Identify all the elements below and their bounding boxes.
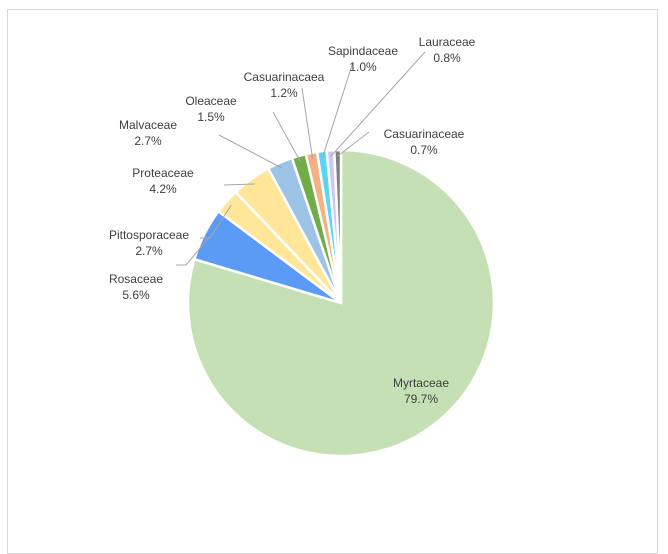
leader-line-casuarinacaea — [301, 87, 314, 159]
leader-line-lauraceae — [330, 51, 426, 157]
leader-line-malvaceae — [218, 134, 283, 169]
data-label-value-casuarinaceae: 0.7% — [410, 143, 438, 157]
leader-line-pittosporaceae — [200, 205, 232, 239]
leader-line-rosaceae — [176, 236, 211, 266]
data-label-name-pittosporaceae: Pittosporaceae — [109, 228, 189, 242]
data-label-name-malvaceae: Malvaceae — [119, 118, 177, 132]
data-label-value-proteaceae: 4.2% — [149, 182, 177, 196]
data-label-value-rosaceae: 5.6% — [122, 288, 150, 302]
data-label-name-oleaceae: Oleaceae — [185, 94, 237, 108]
data-label-name-casuarinaceae: Casuarinaceae — [384, 127, 465, 141]
data-label-value-myrtaceae: 79.7% — [404, 392, 438, 406]
data-label-value-lauraceae: 0.8% — [433, 51, 461, 65]
data-label-value-casuarinacaea: 1.2% — [270, 86, 298, 100]
leader-line-sapindaceae — [322, 61, 354, 158]
data-label-name-lauraceae: Lauraceae — [419, 35, 476, 49]
leader-lines — [176, 51, 426, 266]
data-label-name-proteaceae: Proteaceae — [132, 166, 194, 180]
data-label-name-sapindaceae: Sapindaceae — [328, 44, 398, 58]
leader-line-casuarinaceae — [337, 131, 370, 157]
pie-slices — [186, 148, 496, 458]
data-label-value-pittosporaceae: 2.7% — [135, 244, 163, 258]
data-label-name-myrtaceae: Myrtaceae — [393, 376, 449, 390]
data-label-name-casuarinacaea: Casuarinacaea — [244, 70, 325, 84]
data-labels: Myrtaceae 79.7% Rosaceae 5.6% Pittosporaceae… — [109, 35, 476, 406]
data-label-value-malvaceae: 2.7% — [134, 134, 162, 148]
pie-slice-casuarinaceae — [332, 148, 343, 304]
data-label-value-oleaceae: 1.5% — [197, 110, 225, 124]
data-label-value-sapindaceae: 1.0% — [349, 60, 377, 74]
leader-line-proteaceae — [223, 183, 255, 186]
leader-line-oleaceae — [272, 111, 301, 162]
data-label-name-rosaceae: Rosaceae — [109, 272, 163, 286]
